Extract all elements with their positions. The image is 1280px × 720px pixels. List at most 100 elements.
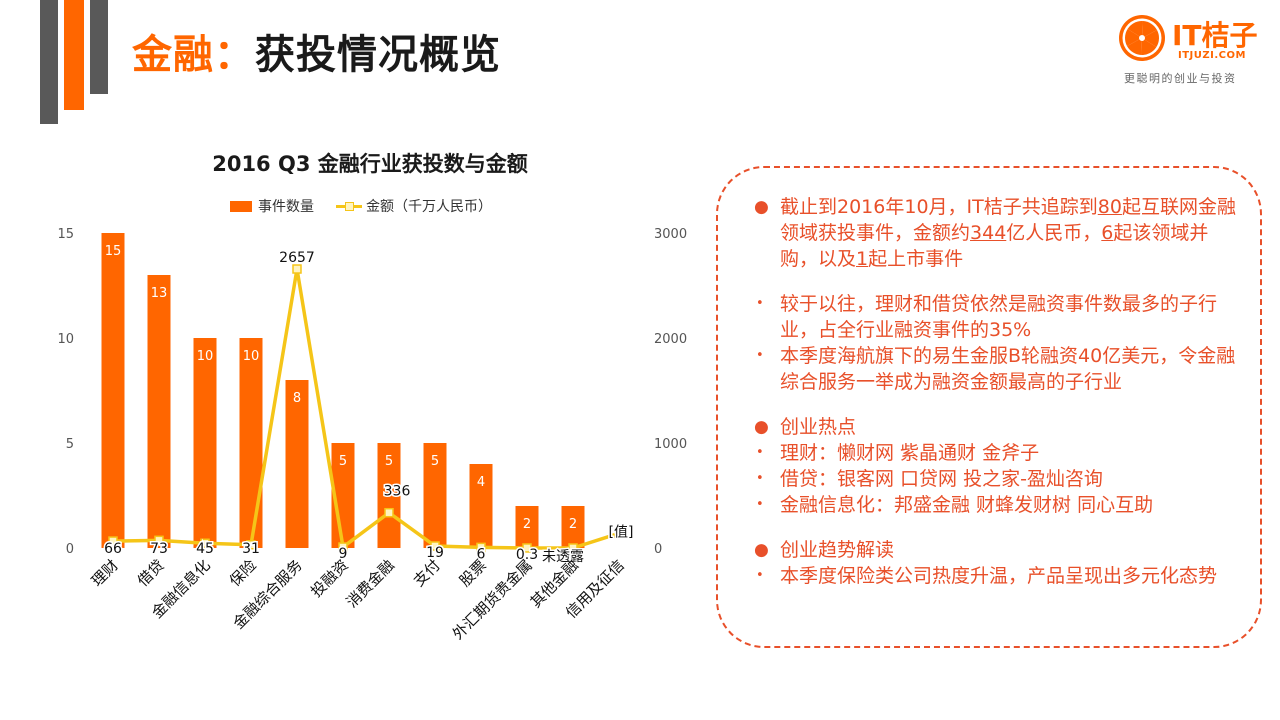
stat-ipo: 1 [856, 248, 869, 270]
line-point [246, 539, 256, 550]
summary-item-biggest-deal: • 本季度海航旗下的易生金服B轮融资40亿美元，令金融综合服务一举成为融资金额最高… [756, 345, 1236, 393]
bar [147, 275, 171, 548]
bullet-small: • [756, 296, 764, 311]
bullet-small: • [756, 445, 764, 460]
summary-trend-item: • 本季度保险类公司热度升温，产品呈现出多元化态势 [756, 565, 1218, 587]
stat-events: 80 [1097, 196, 1122, 218]
legend-label-amount: 金额（千万人民币） [366, 199, 492, 215]
stat-mergers: 6 [1101, 222, 1114, 244]
category-tick-label: 外汇期货贵金属 [449, 556, 536, 643]
line-data-label: 2657 [279, 250, 315, 266]
page-title: 金融：获投情况概览 [132, 22, 501, 80]
bullet-small: • [756, 348, 764, 363]
legend-swatch-bar [230, 200, 252, 212]
line-data-label: 45 [196, 541, 214, 557]
line-point [522, 543, 532, 553]
category-tick-label: 理财 [88, 556, 122, 590]
bar [101, 233, 125, 548]
summary-item-overview: ● 截止到2016年10月，IT桔子共追踪到80起互联网金融领域获投事件，金额约3… [754, 196, 1236, 270]
line-data-label: 0.3 [516, 547, 538, 563]
bullet-small: • [756, 568, 764, 583]
bar [193, 338, 217, 548]
y-left-tick-label: 10 [57, 332, 74, 347]
category-tick-label: 保险 [226, 556, 260, 590]
page-title-accent: 金融： [132, 32, 255, 78]
summary-list: ● 截止到2016年10月，IT桔子共追踪到80起互联网金融领域获投事件，金额约3… [746, 194, 1246, 589]
y-right-tick-label: 2000 [654, 332, 687, 347]
summary-hot-item: • 借贷：银客网 口贷网 投之家-盈灿咨询 [756, 468, 1103, 490]
summary-hot-item: • 理财：懒财网 紫晶通财 金斧子 [756, 442, 1040, 464]
bar [239, 338, 263, 548]
y-left-tick-label: 5 [66, 437, 74, 452]
y-left-tick-label: 15 [57, 227, 74, 242]
legend-item-amount: 金额（千万人民币） [336, 196, 492, 216]
bullet-small: • [756, 497, 764, 512]
combo-chart: 0 5 10 15 0 1000 2000 3000 15 13 10 10 8 5 5 5 4 2 2 66 73 45… [57, 227, 687, 643]
line-point [338, 542, 348, 552]
bar-data-label: 10 [243, 349, 260, 364]
bar [377, 443, 401, 548]
decor-bar-gray-right [90, 0, 108, 94]
summary-hot-title: ● 创业热点 [754, 416, 857, 438]
y-right-tick-label: 0 [654, 542, 662, 557]
line-data-label: 9 [339, 546, 348, 562]
line-data-label: [值] [609, 524, 634, 540]
decor-bar-gray-left [40, 0, 58, 124]
bar-data-label: 13 [151, 286, 168, 301]
chart-legend: 事件数量 金额（千万人民币） [230, 196, 514, 216]
bar [515, 506, 539, 548]
line-point [430, 541, 440, 551]
line-data-label: 31 [242, 541, 260, 557]
bullet-dot: ● [754, 540, 769, 560]
logo-domain: ITJUZI.COM [1178, 50, 1246, 61]
line-point [568, 543, 578, 553]
page-title-main: 获投情况概览 [255, 32, 501, 78]
line-data-label: 66 [104, 541, 122, 557]
line-point [384, 507, 394, 518]
chart-title: 2016 Q3 金融行业获投数与金额 [212, 152, 528, 176]
summary-panel [716, 166, 1262, 648]
bar-data-label: 8 [293, 391, 301, 406]
legend-item-count: 事件数量 [230, 196, 314, 216]
legend-swatch-line [336, 201, 362, 212]
bullet-dot: ● [754, 417, 769, 437]
line-data-label: 73 [150, 541, 168, 557]
orange-slice-icon [1119, 15, 1165, 61]
line-point [154, 535, 164, 546]
decor-bar-orange [64, 0, 84, 110]
bar-data-label: 10 [197, 349, 214, 364]
bar-data-label: 5 [385, 454, 393, 469]
bar-data-label: 15 [105, 244, 122, 259]
line-data-label: 336 [384, 484, 411, 500]
line-point [476, 542, 486, 553]
amount-series-line [112, 267, 620, 550]
bar-data-label: 2 [569, 517, 577, 532]
line-data-label: 6 [477, 546, 486, 562]
y-right-tick-label: 3000 [654, 227, 687, 242]
bar [285, 380, 309, 548]
line-point [200, 538, 210, 549]
logo: IT桔子 ITJUZI.COM 更聪明的创业与投资 [1116, 10, 1266, 90]
legend-label-count: 事件数量 [258, 199, 314, 215]
bar [561, 506, 585, 548]
bar-data-label: 2 [523, 517, 531, 532]
line-point [108, 536, 118, 546]
category-tick-label: 支付 [410, 556, 444, 590]
category-tick-label: 投融资 [307, 556, 352, 601]
summary-item-top-subsectors: • 较于以往，理财和借贷依然是融资事件数最多的子行业，占全行业融资事件的35% [756, 293, 1218, 341]
line-data-label: 19 [426, 545, 444, 561]
y-left-tick-label: 0 [66, 542, 74, 557]
bar [469, 464, 493, 548]
summary-hot-item: • 金融信息化：邦盛金融 财蜂发财树 同心互助 [756, 494, 1154, 516]
bullet-dot: ● [754, 197, 769, 217]
stat-amount: 344 [970, 222, 1007, 244]
y-right-tick-label: 1000 [654, 437, 687, 452]
logo-name: IT桔子 [1172, 19, 1258, 52]
bar-data-label: 4 [477, 475, 485, 490]
bar-data-label: 5 [431, 454, 439, 469]
category-tick-label: 消费金融 [343, 556, 398, 611]
bar [423, 443, 447, 548]
bullet-small: • [756, 471, 764, 486]
summary-trend-title: ● 创业趋势解读 [754, 539, 895, 561]
line-point [292, 264, 302, 274]
